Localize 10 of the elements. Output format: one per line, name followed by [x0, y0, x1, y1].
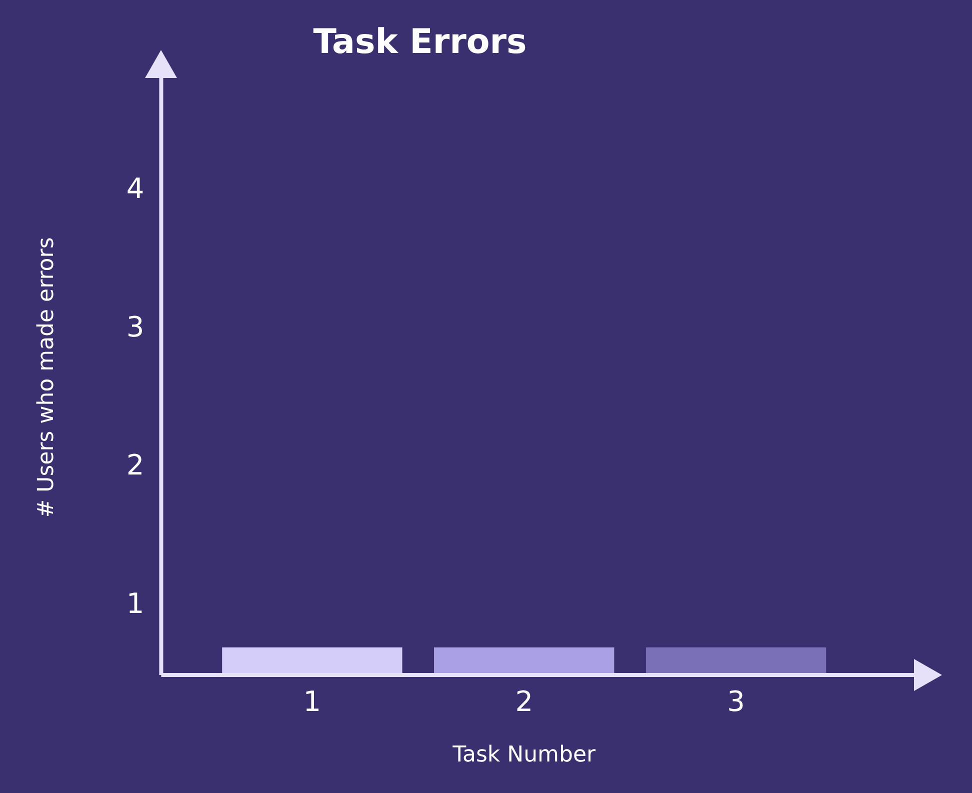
- x-tick-label: 2: [515, 685, 534, 718]
- y-tick-label: 4: [126, 172, 144, 205]
- x-tick-label: 1: [303, 685, 322, 718]
- y-axis-title: # Users who made errors: [34, 237, 59, 518]
- y-tick-label: 2: [126, 448, 144, 482]
- y-tick-label: 3: [126, 310, 144, 344]
- chart-title: Task Errors: [312, 22, 528, 62]
- y-tick-label: 1: [126, 587, 144, 620]
- x-axis-title: Task Number: [452, 742, 596, 768]
- x-tick-label: 3: [727, 685, 745, 718]
